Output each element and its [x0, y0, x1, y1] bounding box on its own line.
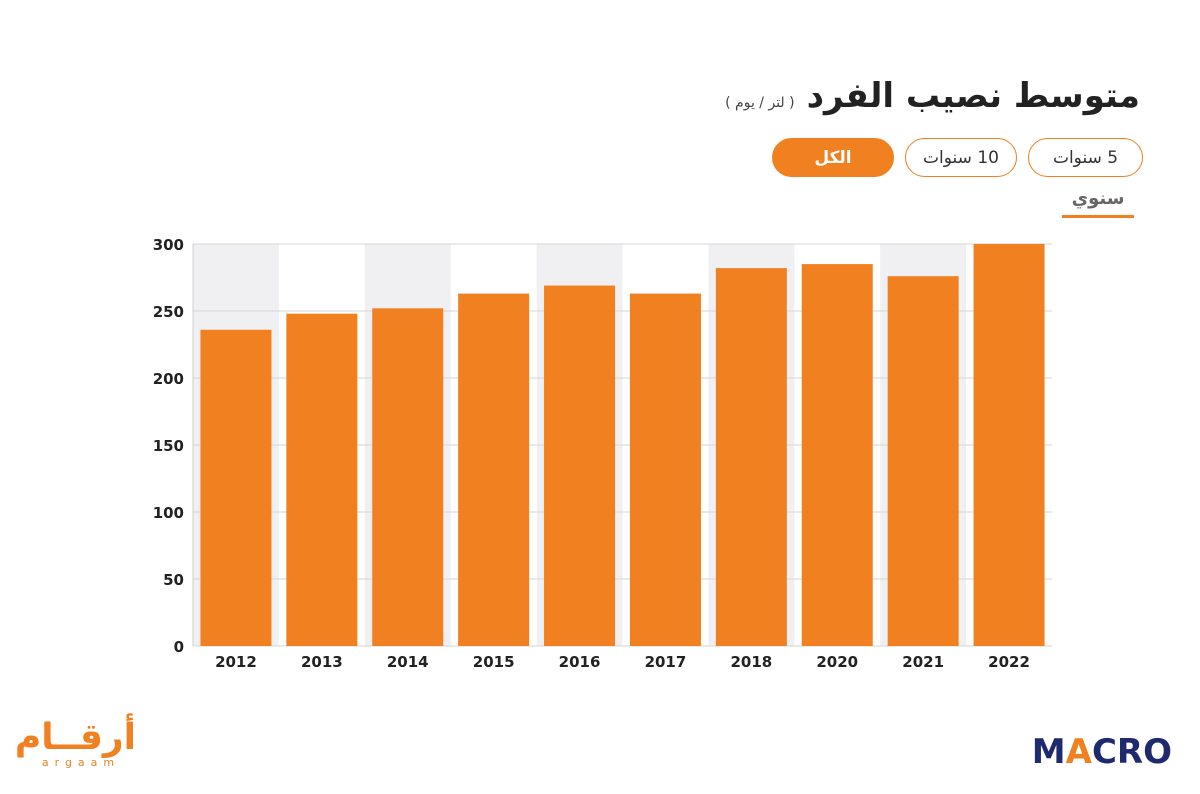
- filter-5-years-button[interactable]: 5 سنوات: [1028, 138, 1143, 177]
- filter-all-button[interactable]: الكل: [772, 138, 894, 177]
- bar-2016: [544, 285, 616, 646]
- x-tick-label: 2022: [988, 653, 1030, 671]
- x-tick-label: 2015: [473, 653, 515, 671]
- bar-2013: [286, 313, 358, 646]
- chart-header: متوسط نصيب الفرد ( لتر / يوم ): [725, 76, 1140, 116]
- range-filter-group: 5 سنوات 10 سنوات الكل: [772, 138, 1143, 177]
- bar-chart: 0 50 100 150 200 250 300 2012 2013 2014 2015 2016 20…: [153, 236, 1052, 671]
- y-tick-label: 150: [153, 437, 184, 455]
- y-tick-label: 50: [163, 571, 184, 589]
- argaam-logo-arabic: أرقــام: [14, 717, 136, 758]
- macro-logo-letter: M: [1031, 732, 1066, 772]
- x-tick-label: 2018: [730, 653, 772, 671]
- bar-2018: [715, 268, 787, 646]
- x-tick-label: 2020: [816, 653, 858, 671]
- y-tick-label: 0: [174, 638, 184, 656]
- x-tick-label: 2012: [215, 653, 257, 671]
- x-tick-label: 2013: [301, 653, 343, 671]
- x-tick-label: 2014: [387, 653, 429, 671]
- argaam-logo-latin: argaam: [41, 756, 121, 769]
- y-tick-label: 100: [153, 504, 184, 522]
- x-tick-label: 2021: [902, 653, 944, 671]
- y-tick-label: 300: [153, 236, 184, 254]
- bar-2012: [200, 329, 272, 646]
- bar-2015: [458, 293, 530, 646]
- x-tick-label: 2016: [559, 653, 601, 671]
- y-tick-label: 200: [153, 370, 184, 388]
- tab-annual[interactable]: سنوي: [1062, 188, 1134, 218]
- x-tick-label: 2017: [645, 653, 687, 671]
- y-tick-label: 250: [153, 303, 184, 321]
- filter-10-years-button[interactable]: 10 سنوات: [905, 138, 1017, 177]
- macro-logo-accent-letter: A: [1065, 732, 1092, 772]
- chart-title: متوسط نصيب الفرد: [806, 76, 1140, 116]
- bar-2014: [372, 308, 444, 646]
- bar-2022: [973, 244, 1045, 646]
- argaam-logo: أرقــام argaam: [14, 717, 136, 774]
- macro-logo-letters: CRO: [1091, 732, 1172, 772]
- macro-logo: MACRO: [1032, 732, 1172, 772]
- chart-unit: ( لتر / يوم ): [725, 95, 795, 111]
- bar-2017: [629, 293, 701, 646]
- bar-2020: [801, 264, 873, 646]
- bar-2021: [887, 276, 959, 646]
